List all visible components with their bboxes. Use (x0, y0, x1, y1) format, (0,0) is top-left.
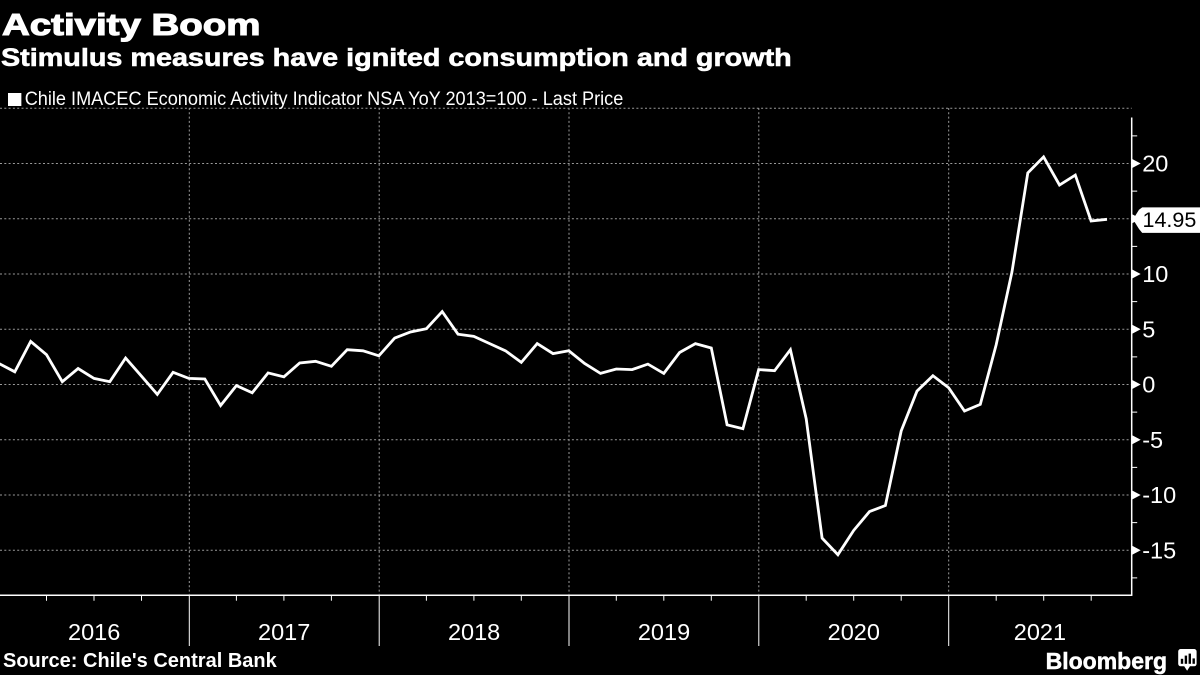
svg-text:-5: -5 (1142, 427, 1163, 453)
svg-text:2021: 2021 (1014, 619, 1066, 645)
svg-text:-10: -10 (1142, 482, 1176, 508)
svg-text:2016: 2016 (68, 619, 120, 645)
svg-text:-15: -15 (1142, 537, 1176, 563)
svg-text:2020: 2020 (828, 619, 880, 645)
svg-text:20: 20 (1142, 151, 1168, 177)
svg-text:10: 10 (1142, 261, 1168, 287)
svg-text:14.95: 14.95 (1143, 208, 1197, 232)
svg-text:0: 0 (1142, 372, 1155, 398)
svg-text:2018: 2018 (448, 619, 500, 645)
svg-text:5: 5 (1142, 316, 1155, 342)
svg-text:2017: 2017 (258, 619, 310, 645)
svg-text:2019: 2019 (638, 619, 690, 645)
